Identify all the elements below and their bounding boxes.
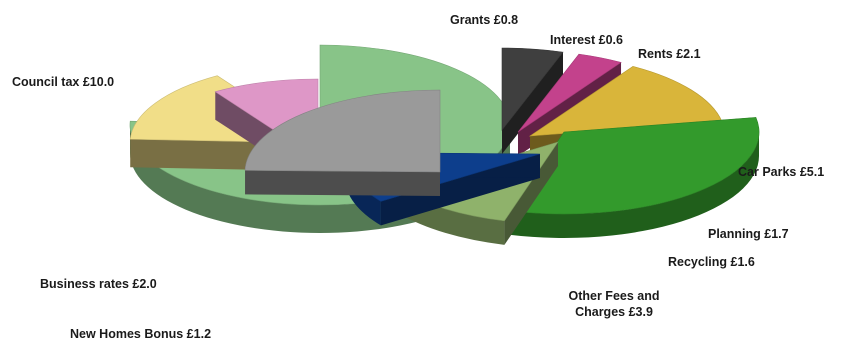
slice-side bbox=[510, 132, 759, 238]
slice-label-new-homes-bonus: New Homes Bonus £1.2 bbox=[70, 327, 211, 341]
slice-cut-wall bbox=[502, 52, 563, 155]
slice-label-other-fees-and-charges: Other Fees and bbox=[569, 289, 660, 303]
slice-top bbox=[509, 117, 760, 215]
slice-label-car-parks: Car Parks £5.1 bbox=[738, 165, 824, 179]
slice-label-rents: Rents £2.1 bbox=[638, 47, 701, 61]
slice-label-interest: Interest £0.6 bbox=[550, 33, 623, 47]
slice-top bbox=[244, 89, 441, 173]
slice-label-recycling: Recycling £1.6 bbox=[668, 255, 755, 269]
slice-label-business-rates: Business rates £2.0 bbox=[40, 277, 157, 291]
slice-top bbox=[528, 66, 723, 137]
slice-cut-wall bbox=[245, 170, 440, 196]
pie-slice-other-fees-and-charges bbox=[244, 89, 441, 196]
pie-slice-grants bbox=[501, 47, 564, 155]
slice-top bbox=[501, 47, 564, 131]
slice-label-council-tax: Council tax £10.0 bbox=[12, 75, 114, 89]
slice-label-planning: Planning £1.7 bbox=[708, 227, 789, 241]
slice-label-grants: Grants £0.8 bbox=[450, 13, 518, 27]
slice-label-other-fees-and-charges-line2: Charges £3.9 bbox=[575, 305, 653, 319]
slice-top bbox=[517, 53, 622, 133]
